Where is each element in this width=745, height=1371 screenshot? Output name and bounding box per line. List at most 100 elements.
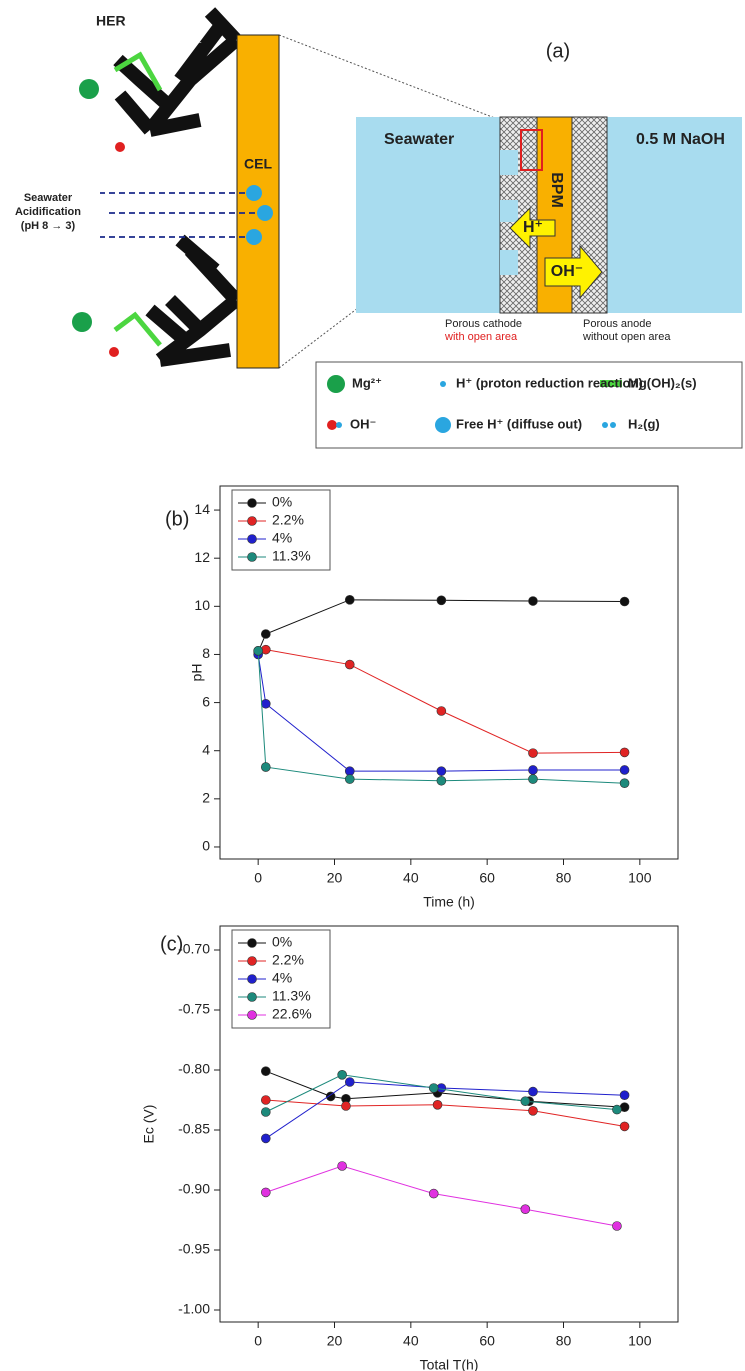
data-point [620,765,629,774]
y-tick-label: -0.85 [178,1121,210,1137]
diagram: HER CEL Seawater Acidification (pH 8 → 3… [15,12,742,448]
legend-label: 4% [272,530,292,546]
data-point [528,775,537,784]
data-point [261,763,270,772]
y-axis-label: Ec (V) [141,1105,157,1144]
data-point [620,1091,629,1100]
x-tick-label: 40 [403,870,419,886]
oh-icon [115,142,125,152]
data-point [612,1105,621,1114]
x-axis-label: Time (h) [423,894,475,910]
legend-marker [248,975,257,984]
data-point [528,765,537,774]
free-h-icon [246,229,262,245]
legend-text: Mg(OH)₂(s) [628,375,697,390]
data-point [528,1087,537,1096]
data-point [437,596,446,605]
acid-text: (pH 8 → 3) [21,220,76,232]
x-tick-label: 60 [479,1333,495,1349]
y-tick-label: 4 [202,741,210,757]
legend-icon [440,381,446,387]
legend-icon [327,420,337,430]
y-tick-label: -0.75 [178,1001,210,1017]
panel-label: (b) [165,508,189,530]
data-point [437,776,446,785]
data-point [345,660,354,669]
y-tick-label: 8 [202,645,210,661]
data-point [429,1189,438,1198]
legend-label: 0% [272,494,292,510]
x-tick-label: 20 [327,870,343,886]
cathode-structure [118,12,236,130]
data-point [620,1122,629,1131]
data-point [345,595,354,604]
legend-marker [248,517,257,526]
naoh-label: 0.5 M NaOH [636,131,725,148]
x-tick-label: 80 [556,1333,572,1349]
acid-text: Seawater [24,192,73,204]
legend-label: 11.3% [272,548,311,564]
data-point [261,699,270,708]
her-label: HER [96,13,126,29]
legend-label: 2.2% [272,952,304,968]
y-tick-label: -0.80 [178,1061,210,1077]
x-tick-label: 60 [479,870,495,886]
legend-text: Free H⁺ (diffuse out) [456,416,582,431]
legend-marker [248,993,257,1002]
y-tick-label: 10 [194,597,210,613]
data-point [261,1134,270,1143]
x-tick-label: 20 [327,1333,343,1349]
y-tick-label: 2 [202,790,210,806]
panel-label: (a) [546,40,570,62]
legend-label: 11.3% [272,988,311,1004]
cel-label: CEL [244,156,272,172]
data-point [429,1084,438,1093]
mg-icon [72,312,92,332]
cel-membrane [237,35,279,368]
cathode-label: Porous cathode [445,318,522,330]
y-tick-label: 0 [202,838,210,854]
legend-label: 4% [272,970,292,986]
data-point [528,1106,537,1115]
mg-icon [79,79,99,99]
data-point [261,1188,270,1197]
data-point [528,749,537,758]
electron: e⁻ [190,292,202,304]
panel-label: (c) [160,933,183,955]
y-tick-label: 14 [194,501,210,517]
zoom-line [279,35,500,120]
legend-text: H₂(g) [628,416,660,431]
free-h-icon [246,185,262,201]
series-line [258,651,624,783]
data-point [437,707,446,716]
oh-icon [109,347,119,357]
seawater-label: Seawater [384,131,454,148]
anode-label: without open area [582,331,671,343]
y-tick-label: -0.95 [178,1241,210,1257]
open-area [500,200,518,222]
open-area [500,150,518,175]
data-point [345,775,354,784]
legend-icon [610,422,616,428]
data-point [261,1067,270,1076]
legend-label: 22.6% [272,1006,312,1022]
electron: e⁻ [190,39,202,51]
bpm-label: BPM [548,172,565,208]
x-tick-label: 0 [254,870,262,886]
legend-marker [248,957,257,966]
legend-marker [248,939,257,948]
legend-icon [435,417,451,433]
data-point [620,597,629,606]
x-axis-label: Total T(h) [420,1357,479,1371]
legend-text: Mg²⁺ [352,375,382,390]
data-point [345,1078,354,1087]
legend-icon [327,375,345,393]
data-point [620,779,629,788]
data-point [528,597,537,606]
data-point [521,1097,530,1106]
legend-text: OH⁻ [350,416,376,431]
y-tick-label: 12 [194,549,210,565]
legend-icon [336,422,342,428]
data-point [261,1108,270,1117]
data-point [612,1222,621,1231]
